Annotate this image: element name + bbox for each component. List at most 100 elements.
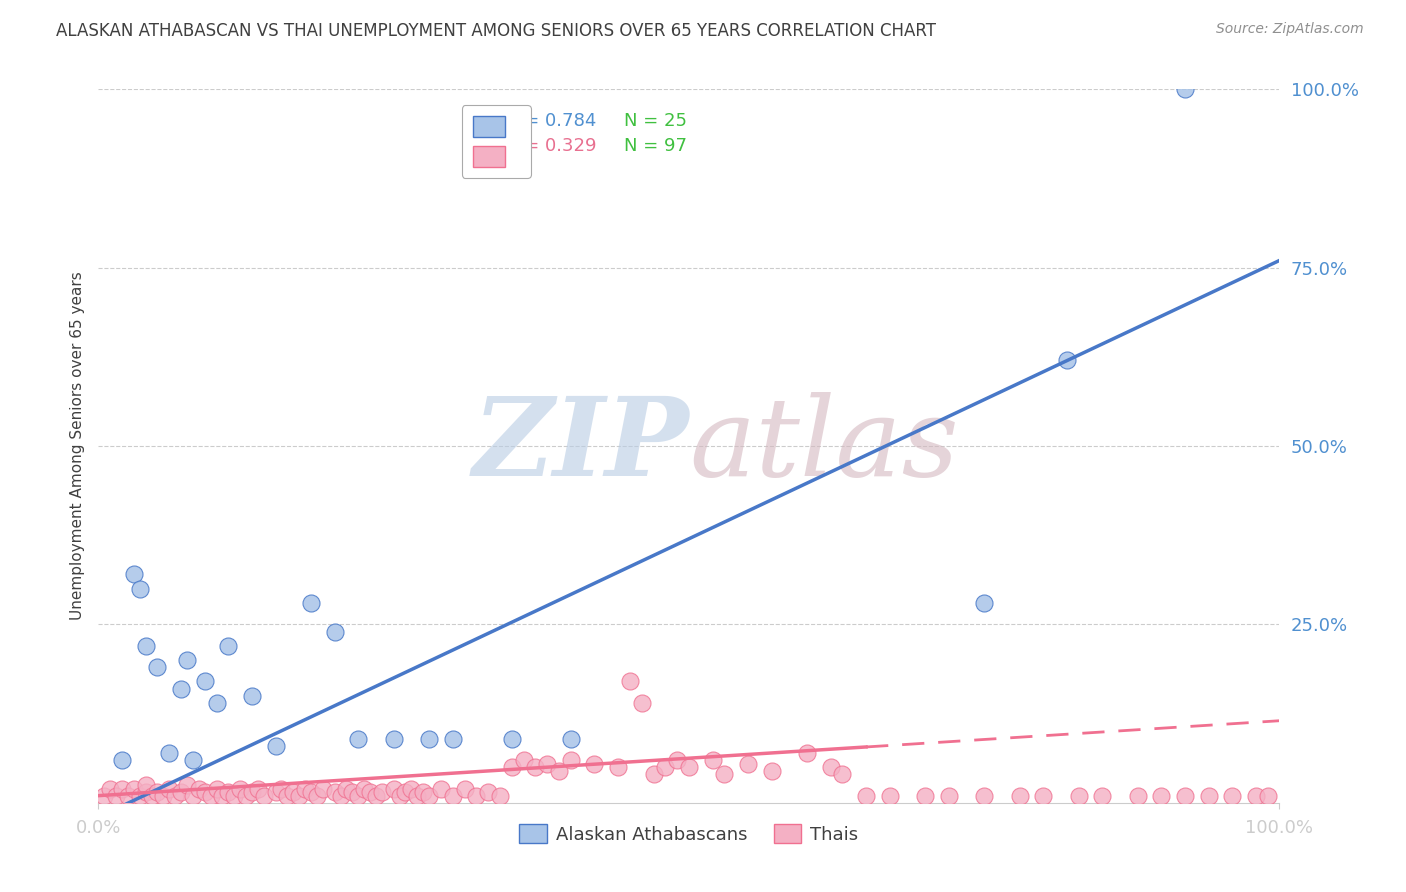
Point	[973, 596, 995, 610]
Point	[312, 781, 335, 796]
Point	[412, 785, 434, 799]
Point	[229, 781, 252, 796]
Point	[347, 731, 370, 746]
Point	[224, 789, 246, 803]
Point	[157, 746, 180, 760]
Text: ALASKAN ATHABASCAN VS THAI UNEMPLOYMENT AMONG SENIORS OVER 65 YEARS CORRELATION : ALASKAN ATHABASCAN VS THAI UNEMPLOYMENT …	[56, 22, 936, 40]
Point	[117, 789, 139, 803]
Point	[194, 674, 217, 689]
Point	[702, 753, 724, 767]
Point	[1126, 789, 1149, 803]
Point	[128, 789, 150, 803]
Point	[536, 756, 558, 771]
Point	[678, 760, 700, 774]
Point	[1150, 789, 1173, 803]
Point	[583, 756, 606, 771]
Point	[170, 681, 193, 696]
Point	[181, 789, 204, 803]
Point	[294, 781, 316, 796]
Point	[501, 731, 523, 746]
Point	[264, 785, 287, 799]
Point	[329, 789, 352, 803]
Point	[607, 760, 630, 774]
Point	[364, 789, 387, 803]
Point	[217, 785, 239, 799]
Point	[264, 739, 287, 753]
Point	[477, 785, 499, 799]
Point	[205, 696, 228, 710]
Point	[643, 767, 665, 781]
Point	[879, 789, 901, 803]
Point	[283, 785, 305, 799]
Point	[418, 731, 440, 746]
Point	[187, 781, 209, 796]
Point	[194, 785, 217, 799]
Point	[1008, 789, 1031, 803]
Point	[98, 781, 121, 796]
Point	[548, 764, 571, 778]
Point	[353, 781, 375, 796]
Y-axis label: Unemployment Among Seniors over 65 years: Unemployment Among Seniors over 65 years	[69, 272, 84, 620]
Point	[122, 567, 145, 582]
Point	[181, 753, 204, 767]
Point	[382, 731, 405, 746]
Point	[1220, 789, 1243, 803]
Point	[489, 789, 512, 803]
Point	[105, 789, 128, 803]
Point	[128, 582, 150, 596]
Point	[253, 789, 276, 803]
Legend: Alaskan Athabascans, Thais: Alaskan Athabascans, Thais	[512, 817, 866, 851]
Point	[619, 674, 641, 689]
Point	[1198, 789, 1220, 803]
Point	[146, 660, 169, 674]
Point	[394, 785, 416, 799]
Text: Source: ZipAtlas.com: Source: ZipAtlas.com	[1216, 22, 1364, 37]
Point	[135, 639, 157, 653]
Point	[157, 781, 180, 796]
Point	[165, 789, 187, 803]
Point	[1244, 789, 1267, 803]
Point	[335, 781, 357, 796]
Text: N = 97: N = 97	[624, 137, 688, 155]
Point	[299, 785, 322, 799]
Point	[560, 753, 582, 767]
Point	[135, 778, 157, 792]
Point	[1067, 789, 1090, 803]
Point	[240, 785, 263, 799]
Point	[152, 789, 174, 803]
Point	[1032, 789, 1054, 803]
Point	[170, 785, 193, 799]
Point	[276, 789, 298, 803]
Point	[200, 789, 222, 803]
Point	[430, 781, 453, 796]
Point	[347, 789, 370, 803]
Point	[796, 746, 818, 760]
Point	[122, 781, 145, 796]
Point	[820, 760, 842, 774]
Point	[111, 753, 134, 767]
Point	[288, 789, 311, 803]
Point	[855, 789, 877, 803]
Point	[666, 753, 689, 767]
Point	[235, 789, 257, 803]
Point	[560, 731, 582, 746]
Point	[205, 781, 228, 796]
Point	[401, 781, 423, 796]
Point	[465, 789, 488, 803]
Point	[211, 789, 233, 803]
Text: ZIP: ZIP	[472, 392, 689, 500]
Point	[1174, 789, 1197, 803]
Point	[176, 778, 198, 792]
Point	[418, 789, 440, 803]
Point	[737, 756, 759, 771]
Text: R = 0.329: R = 0.329	[506, 137, 596, 155]
Point	[176, 653, 198, 667]
Point	[388, 789, 411, 803]
Point	[1174, 82, 1197, 96]
Point	[371, 785, 394, 799]
Text: atlas: atlas	[689, 392, 959, 500]
Text: R = 0.784: R = 0.784	[506, 112, 596, 130]
Point	[305, 789, 328, 803]
Point	[831, 767, 853, 781]
Point	[240, 689, 263, 703]
